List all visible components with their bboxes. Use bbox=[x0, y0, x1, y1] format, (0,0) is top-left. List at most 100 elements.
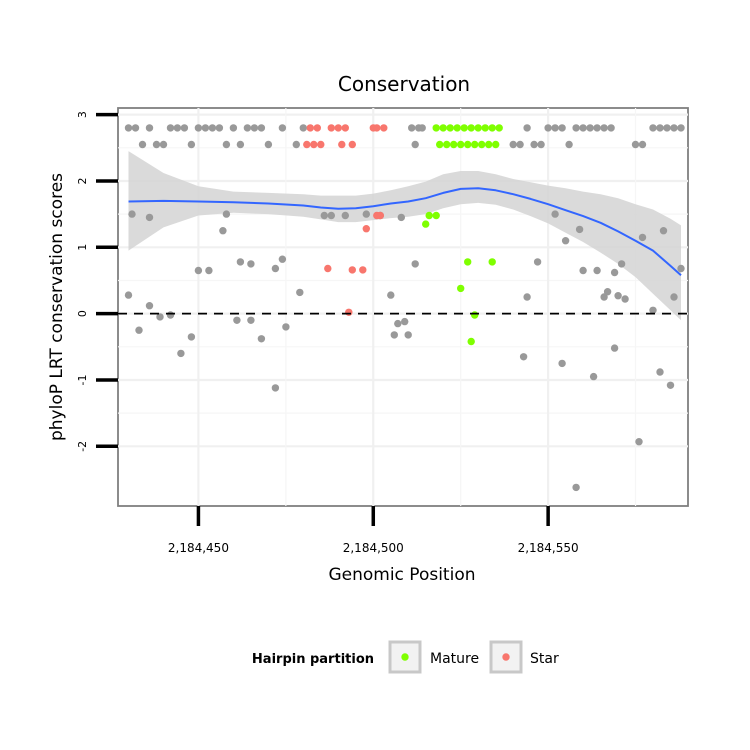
data-point-other bbox=[201, 124, 210, 132]
data-point-mature bbox=[436, 140, 444, 149]
data-point-other bbox=[544, 124, 552, 132]
data-point-other bbox=[233, 316, 241, 324]
data-point-other bbox=[586, 124, 594, 132]
data-point-other bbox=[243, 124, 252, 132]
data-point-other bbox=[166, 311, 175, 319]
data-point-other bbox=[621, 295, 629, 303]
data-point-other bbox=[565, 140, 573, 149]
x-axis-label: Genomic Position bbox=[328, 565, 475, 585]
data-point-other bbox=[533, 258, 542, 266]
data-point-other bbox=[278, 255, 287, 263]
data-point-other bbox=[222, 140, 231, 149]
data-point-other bbox=[600, 124, 608, 132]
data-point-mature bbox=[432, 124, 440, 132]
data-point-other bbox=[282, 323, 290, 331]
data-point-other bbox=[187, 140, 196, 149]
data-point-mature bbox=[446, 124, 454, 132]
data-point-other bbox=[145, 302, 154, 310]
legend-dot-mature bbox=[401, 653, 409, 661]
data-point-mature bbox=[495, 124, 503, 132]
data-point-mature bbox=[471, 311, 479, 319]
data-point-other bbox=[663, 124, 671, 132]
data-point-other bbox=[516, 140, 524, 149]
data-point-mature bbox=[467, 337, 475, 346]
data-point-other bbox=[638, 140, 647, 149]
data-point-other bbox=[173, 124, 182, 132]
data-point-other bbox=[278, 124, 287, 132]
smooth-trend-line bbox=[128, 187, 682, 276]
data-point-other bbox=[537, 140, 545, 149]
data-point-other bbox=[558, 124, 566, 132]
y-tick-label: -1 bbox=[76, 375, 89, 386]
data-point-other bbox=[659, 227, 668, 235]
data-point-other bbox=[509, 140, 517, 149]
data-point-other bbox=[215, 124, 224, 132]
data-point-other bbox=[387, 291, 395, 299]
data-point-mature bbox=[464, 140, 472, 149]
points-layer bbox=[124, 124, 685, 492]
y-tick-label: -2 bbox=[76, 441, 89, 452]
data-point-star bbox=[348, 140, 356, 149]
data-point-star bbox=[348, 266, 356, 274]
data-point-mature bbox=[485, 140, 493, 149]
data-point-other bbox=[523, 293, 531, 301]
data-point-other bbox=[299, 124, 307, 132]
data-point-other bbox=[152, 140, 161, 149]
legend-label-star: Star bbox=[530, 651, 559, 667]
legend-key-mature bbox=[388, 640, 422, 674]
data-point-other bbox=[617, 260, 626, 268]
data-point-mature bbox=[443, 140, 451, 149]
data-point-other bbox=[408, 124, 416, 132]
data-point-other bbox=[603, 288, 612, 296]
legend-entry-mature: Mature bbox=[388, 640, 479, 674]
plot-panel bbox=[117, 107, 689, 507]
data-point-other bbox=[135, 326, 143, 334]
data-point-other bbox=[551, 124, 559, 132]
data-point-mature bbox=[488, 124, 496, 132]
data-point-other bbox=[572, 483, 580, 492]
data-point-other bbox=[401, 317, 409, 326]
data-point-star bbox=[373, 124, 381, 132]
data-point-other bbox=[128, 210, 136, 218]
data-point-star bbox=[380, 124, 388, 132]
data-point-star bbox=[338, 140, 346, 149]
y-tick-label: 0 bbox=[76, 310, 89, 317]
data-point-other bbox=[138, 140, 147, 149]
data-point-star bbox=[317, 140, 325, 149]
data-point-mature bbox=[488, 258, 496, 266]
data-point-mature bbox=[481, 124, 489, 132]
data-point-mature bbox=[474, 124, 482, 132]
data-point-other bbox=[159, 140, 168, 149]
data-point-other bbox=[666, 381, 675, 389]
data-point-star bbox=[334, 124, 342, 132]
confidence-band-layer bbox=[128, 151, 681, 321]
data-point-other bbox=[296, 288, 304, 297]
data-point-mature bbox=[478, 140, 486, 149]
y-axis-label: phyloP LRT conservation scores bbox=[47, 173, 67, 441]
data-point-other bbox=[236, 258, 245, 266]
data-point-other bbox=[572, 124, 580, 132]
data-point-mature bbox=[457, 284, 465, 293]
data-point-other bbox=[166, 124, 175, 132]
data-point-star bbox=[341, 124, 349, 132]
y-tick-label: 2 bbox=[76, 178, 89, 185]
data-point-other bbox=[411, 140, 419, 149]
smooth-line-layer bbox=[118, 187, 688, 315]
legend-key-star bbox=[489, 640, 523, 674]
data-point-other bbox=[649, 124, 657, 132]
data-point-other bbox=[320, 211, 328, 220]
legend-entry-star: Star bbox=[489, 640, 559, 674]
data-point-other bbox=[579, 266, 587, 275]
axes-layer: -2 -1 0 1 2 3 2,184,450 2,184,500 2,184,550 bbox=[76, 111, 579, 555]
data-point-other bbox=[390, 331, 398, 339]
data-point-other bbox=[257, 124, 266, 132]
data-point-star bbox=[362, 225, 370, 233]
data-point-other bbox=[677, 124, 685, 132]
data-point-other bbox=[247, 260, 255, 268]
data-point-other bbox=[519, 353, 528, 361]
data-point-other bbox=[271, 384, 280, 392]
data-point-other bbox=[292, 140, 300, 149]
data-point-other bbox=[656, 124, 664, 132]
data-point-other bbox=[194, 124, 203, 132]
